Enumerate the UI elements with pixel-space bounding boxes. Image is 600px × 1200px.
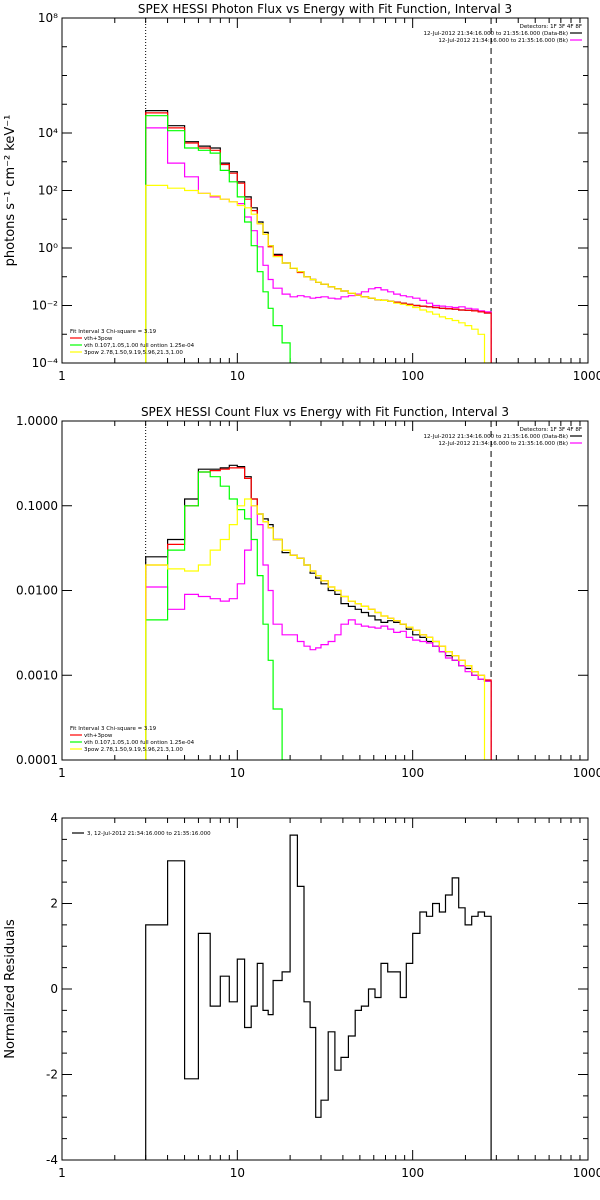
fit-legend-label: vth+3pow bbox=[84, 733, 113, 739]
y-tick-label: 0 bbox=[50, 982, 58, 996]
y-tick-label: 1.0000 bbox=[16, 414, 58, 428]
series-line bbox=[145, 505, 492, 760]
y-tick-label: 4 bbox=[50, 811, 58, 825]
plot-frame bbox=[61, 817, 589, 1161]
fit-legend-header: Fit Interval 3 Chi-square = 3.19 bbox=[70, 726, 157, 732]
x-tick-label: 1 bbox=[58, 766, 66, 780]
series-line bbox=[145, 467, 492, 760]
y-axis-label: Normalized Residuals bbox=[3, 919, 18, 1059]
series-line bbox=[145, 115, 298, 363]
x-tick-label: 1 bbox=[58, 1166, 66, 1180]
y-tick-label: 10² bbox=[38, 184, 58, 198]
x-tick-label: 10 bbox=[230, 1166, 245, 1180]
y-tick-label: -4 bbox=[46, 1153, 58, 1167]
fit-legend-label: 3pow 2.78,1.50,9.19,5.96,21.3,1.00 bbox=[84, 747, 183, 753]
series-group bbox=[145, 464, 492, 760]
y-tick-label: 10⁴ bbox=[38, 126, 58, 140]
y-tick-label: 2 bbox=[50, 897, 58, 911]
series-line bbox=[145, 112, 492, 363]
count-flux-panel: SPEX HESSI Count Flux vs Energy with Fit… bbox=[16, 405, 600, 780]
y-tick-label: 10⁻⁴ bbox=[32, 356, 59, 370]
legend-time-label: 12-Jul-2012 21:34:16.000 to 21:35:16.000… bbox=[438, 441, 568, 447]
y-tick-label: 10⁸ bbox=[38, 11, 58, 25]
chart-title: SPEX HESSI Photon Flux vs Energy with Fi… bbox=[138, 2, 512, 16]
legend-time-label: 12-Jul-2012 21:34:16.000 to 21:35:16.000… bbox=[438, 38, 568, 44]
plot-frame bbox=[61, 420, 589, 761]
fit-legend-label: vth 0.107,1.05,1.00 full ontion 1.25e-04 bbox=[84, 343, 195, 349]
legend-time-label: 12-Jul-2012 21:34:16.000 to 21:35:16.000… bbox=[424, 434, 569, 440]
legend-time-label: 12-Jul-2012 21:34:16.000 to 21:35:16.000… bbox=[424, 31, 569, 37]
x-tick-label: 100 bbox=[401, 369, 424, 383]
x-tick-label: 1000 bbox=[573, 1166, 600, 1180]
residuals-panel: 1 10 100 1000 -4 -2 0 2 4 Normalized Residuals 3, … bbox=[3, 811, 600, 1180]
series-line bbox=[145, 498, 492, 760]
y-tick-label: -2 bbox=[46, 1068, 58, 1082]
series-group bbox=[145, 834, 492, 1160]
y-tick-label: 0.0010 bbox=[16, 668, 58, 682]
x-tick-label: 100 bbox=[401, 766, 424, 780]
fit-legend-label: vth+3pow bbox=[84, 336, 113, 342]
series-line bbox=[145, 184, 492, 363]
x-tick-label: 1000 bbox=[573, 369, 600, 383]
legend-detectors: Detectors: 1F 3F 4F 8F bbox=[520, 24, 582, 30]
fit-legend-label: 3pow 2.78,1.50,9.19,5.96,21.3,1.00 bbox=[84, 350, 183, 356]
y-tick-label: 0.1000 bbox=[16, 499, 58, 513]
series-line bbox=[145, 471, 291, 760]
fit-legend-label: vth 0.107,1.05,1.00 full ontion 1.25e-04 bbox=[84, 740, 195, 746]
y-tick-label: 0.0001 bbox=[16, 753, 58, 767]
y-axis-label: photons s⁻¹ cm⁻² keV⁻¹ bbox=[3, 115, 18, 267]
series-line bbox=[145, 464, 492, 760]
x-tick-label: 10 bbox=[230, 369, 245, 383]
series-line bbox=[145, 127, 492, 363]
legend-detectors: Detectors: 1F 3F 4F 8F bbox=[520, 427, 582, 433]
y-tick-label: 10⁻² bbox=[32, 299, 59, 313]
series-line bbox=[145, 834, 492, 1160]
plot-frame bbox=[61, 17, 589, 364]
y-tick-label: 10⁰ bbox=[38, 241, 58, 255]
fit-legend-header: Fit Interval 3 Chi-square = 3.19 bbox=[70, 329, 157, 335]
legend-label: 3, 12-Jul-2012 21:34:16.000 to 21:35:16.… bbox=[87, 831, 211, 837]
x-tick-label: 1 bbox=[58, 369, 66, 383]
photon-flux-panel: SPEX HESSI Photon Flux vs Energy with Fi… bbox=[3, 2, 600, 383]
y-tick-label: 0.0100 bbox=[16, 584, 58, 598]
series-group bbox=[145, 110, 492, 363]
x-tick-label: 100 bbox=[401, 1166, 424, 1180]
x-tick-label: 1000 bbox=[573, 766, 600, 780]
x-tick-label: 10 bbox=[230, 766, 245, 780]
chart-title: SPEX HESSI Count Flux vs Energy with Fit… bbox=[141, 405, 509, 419]
